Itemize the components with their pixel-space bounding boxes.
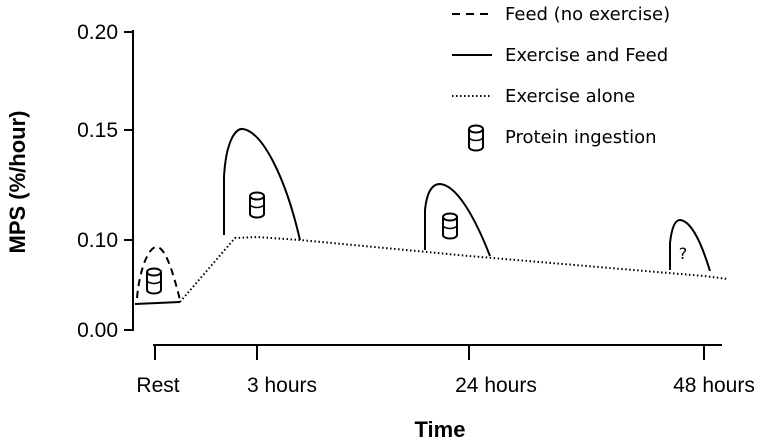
x-tick-label: 24 hours [455,374,537,397]
legend-label: Exercise alone [505,86,635,107]
legend: Feed (no exercise) Exercise and Feed Exe… [452,4,670,152]
legend-label: Protein ingestion [505,127,657,148]
x-tick-label: 3 hours [247,374,317,397]
cylinder-icon [249,191,265,219]
protein-ingestion-markers [146,191,458,295]
y-tick-label: 0.20 [77,21,118,44]
question-annotation: ? [679,244,688,263]
feed-baseline [134,301,181,305]
y-axis: 0.20 0.15 0.10 0.00 MPS (%/hour) [5,21,134,342]
x-tick-label: Rest [136,374,179,397]
cylinder-icon [468,124,484,152]
series-exercise-and-feed [223,128,711,272]
feed-peak [136,246,181,301]
x-axis-title: Time [415,417,466,442]
series-feed-no-exercise [134,246,181,305]
exercise-feed-peak-48h [669,218,711,272]
cylinder-icon [146,267,162,295]
y-axis-title: MPS (%/hour) [5,111,30,254]
x-axis: Rest 3 hours 24 hours 48 hours Time [136,344,755,442]
cylinder-icon [442,212,458,240]
series-exercise-alone [179,235,729,303]
y-tick-label: 0.10 [77,229,118,252]
exercise-alone-line [179,235,729,303]
exercise-feed-peak-3h [223,128,301,241]
exercise-feed-peak-24h [424,182,491,257]
y-tick-label: 0.00 [77,319,118,342]
legend-label: Feed (no exercise) [505,4,670,25]
y-tick-label: 0.15 [77,119,118,142]
legend-label: Exercise and Feed [505,45,668,66]
x-tick-label: 48 hours [673,374,755,397]
